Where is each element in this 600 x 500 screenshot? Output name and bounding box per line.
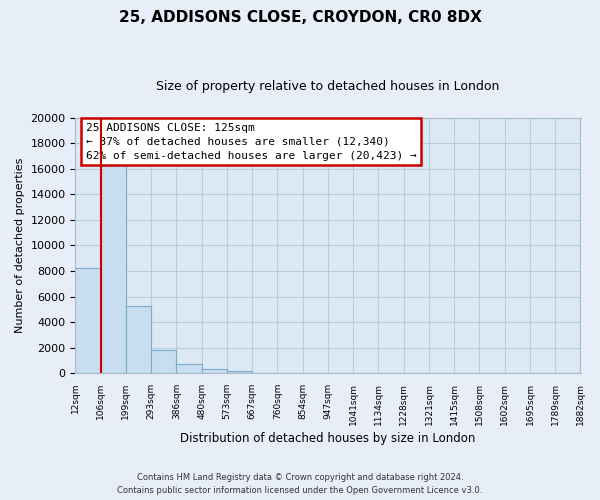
Bar <box>176 364 202 373</box>
Text: Contains HM Land Registry data © Crown copyright and database right 2024.
Contai: Contains HM Land Registry data © Crown c… <box>118 474 482 495</box>
Bar <box>126 306 151 373</box>
Bar <box>202 370 227 373</box>
Title: Size of property relative to detached houses in London: Size of property relative to detached ho… <box>156 80 500 93</box>
X-axis label: Distribution of detached houses by size in London: Distribution of detached houses by size … <box>180 432 476 445</box>
Y-axis label: Number of detached properties: Number of detached properties <box>15 158 25 333</box>
Text: 25, ADDISONS CLOSE, CROYDON, CR0 8DX: 25, ADDISONS CLOSE, CROYDON, CR0 8DX <box>119 10 481 25</box>
Text: 25 ADDISONS CLOSE: 125sqm
← 37% of detached houses are smaller (12,340)
62% of s: 25 ADDISONS CLOSE: 125sqm ← 37% of detac… <box>86 123 416 161</box>
Bar <box>151 350 176 373</box>
Bar <box>76 268 101 373</box>
Bar <box>101 161 126 373</box>
Bar <box>227 372 252 373</box>
